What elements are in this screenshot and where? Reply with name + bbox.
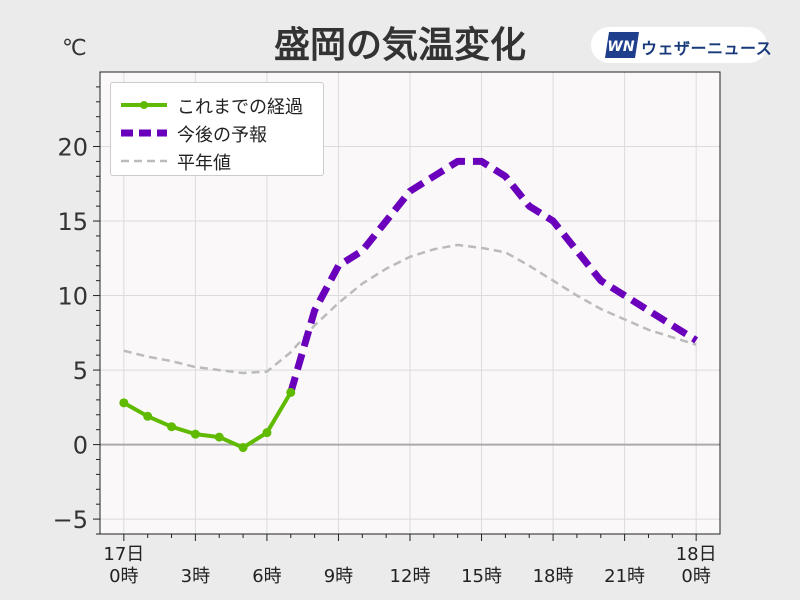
observed-point: [143, 411, 153, 421]
x-tick-label: 18時: [533, 566, 574, 587]
unit-label: ℃: [62, 36, 87, 61]
x-tick-label: 6時: [252, 566, 281, 587]
x-tick-label: 3時: [181, 566, 210, 587]
legend-swatch-normal: [121, 159, 167, 163]
y-tick-label: 15: [57, 208, 88, 236]
series-layer: [119, 157, 699, 453]
observed-point: [167, 422, 177, 432]
x-tick-label: 0時: [681, 566, 710, 587]
x-tick-label: 12時: [390, 566, 431, 587]
legend-swatch-observed: [121, 101, 167, 109]
svg-text:WN: WN: [607, 39, 634, 55]
observed-point: [190, 429, 200, 439]
y-tick-label: 20: [57, 134, 88, 162]
x-tick-label: 15時: [461, 566, 502, 587]
legend: これまでの経過 今後の予報 平年値: [110, 82, 324, 176]
x-tick-label-day: 18日: [676, 544, 717, 565]
observed-point: [262, 428, 272, 438]
brand-name: ウェザーニュース: [641, 39, 773, 58]
x-tick-label: 21時: [604, 566, 645, 587]
x-tick-label-day: 17日: [103, 544, 144, 565]
legend-label-forecast: 今後の予報: [177, 125, 267, 146]
y-tick-label: −5: [53, 506, 88, 534]
observed-point: [214, 432, 224, 442]
legend-item-observed: これまでの経過: [111, 91, 323, 119]
observed-point: [286, 387, 296, 397]
y-tick-label: 10: [57, 283, 88, 311]
legend-swatch-forecast: [121, 129, 167, 137]
chart-title: 盛岡の気温変化: [273, 25, 526, 66]
legend-item-normal: 平年値: [111, 147, 323, 175]
y-tick-label: 5: [73, 357, 88, 385]
y-tick-label: 0: [73, 432, 88, 460]
legend-label-normal: 平年値: [177, 153, 231, 174]
observed-point: [238, 443, 248, 453]
weathernews-logo: WN: [605, 32, 639, 58]
series-normal-line: [123, 243, 697, 375]
observed-point: [119, 398, 129, 408]
x-tick-label: 0時: [109, 566, 138, 587]
legend-item-forecast: 今後の予報: [111, 119, 323, 147]
series-forecast-line: [287, 157, 699, 394]
x-tick-label: 9時: [324, 566, 353, 587]
legend-label-observed: これまでの経過: [177, 97, 303, 118]
